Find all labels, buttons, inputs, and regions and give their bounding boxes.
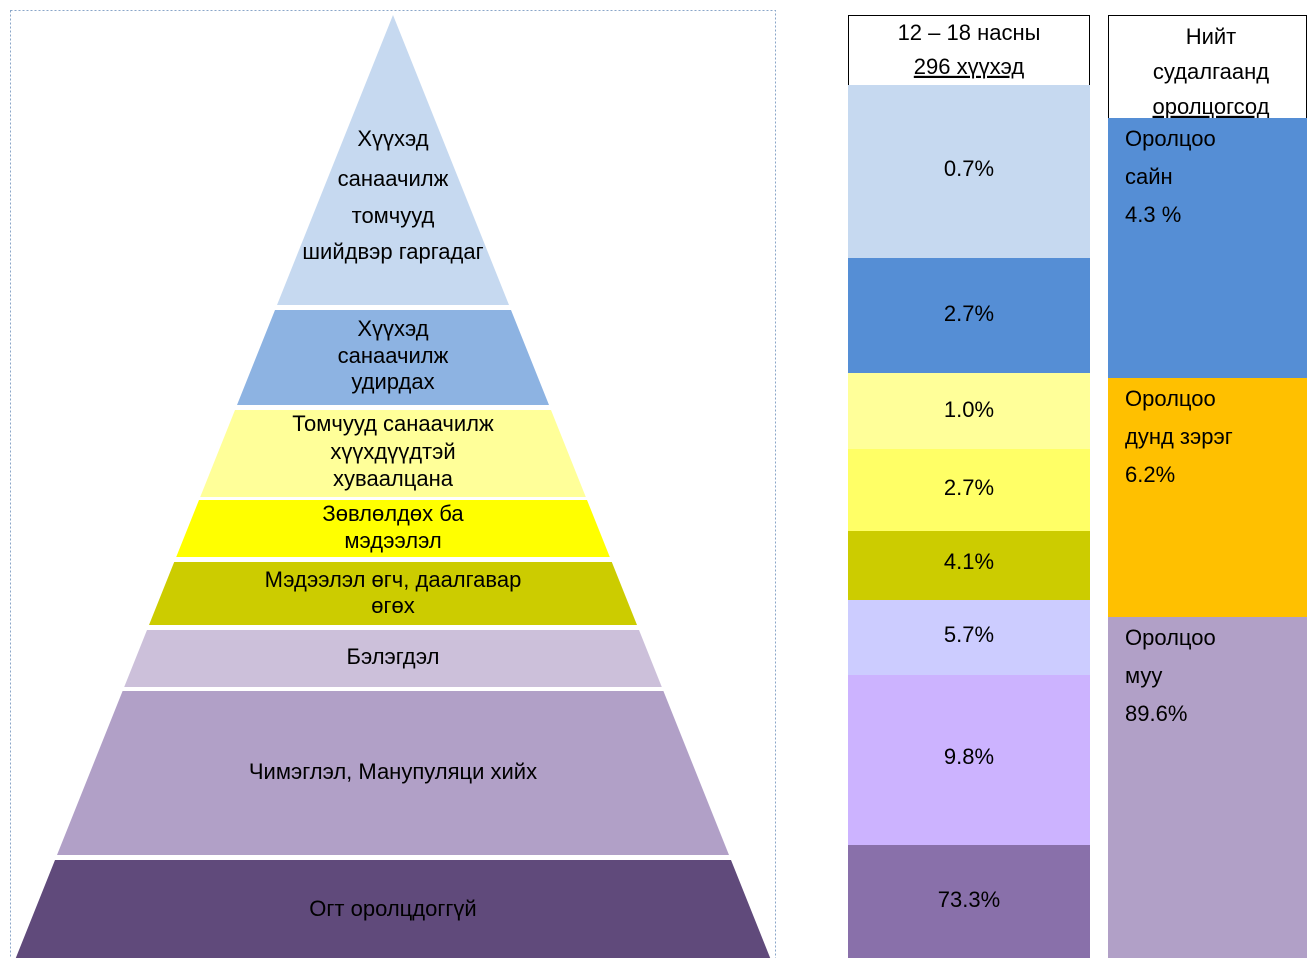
pyramid-level: [277, 15, 509, 305]
level-label: мэдээлэл: [344, 528, 441, 553]
cell-label: Оролцоо: [1125, 625, 1216, 650]
pyramid-level: [176, 500, 610, 557]
level-label: санаачилж: [338, 343, 449, 368]
cell-label: Оролцоо: [1125, 126, 1216, 151]
column-cell: [848, 531, 1090, 600]
header-text: 12 – 18 насны: [898, 20, 1041, 45]
pyramid-level: [57, 691, 729, 855]
column-cell: [1108, 378, 1307, 617]
cell-value: 0.7%: [944, 156, 994, 181]
cell-value: 5.7%: [944, 622, 994, 647]
column-cell: [848, 845, 1090, 958]
pyramid-level: [124, 630, 662, 687]
level-label: томчууд: [352, 203, 435, 228]
cell-label: дунд зэрэг: [1125, 424, 1233, 449]
level-label: Мэдээлэл өгч, даалгавар: [265, 567, 522, 592]
level-label: хуваалцана: [333, 466, 454, 491]
cell-value: 1.0%: [944, 397, 994, 422]
column-cell: [1108, 118, 1307, 378]
cell-value: 2.7%: [944, 301, 994, 326]
level-label: Чимэглэл, Манупуляци хийх: [249, 759, 537, 784]
column-cell: [1108, 617, 1307, 958]
column-cell: [848, 373, 1090, 449]
level-label: Зөвлөлдөх ба: [322, 501, 464, 526]
level-label: Бэлэгдэл: [347, 644, 440, 669]
cell-value: 9.8%: [944, 744, 994, 769]
cell-value: 73.3%: [938, 887, 1000, 912]
cell-label: сайн: [1125, 164, 1173, 189]
level-label: Томчууд санаачилж: [292, 411, 494, 436]
cell-value: 4.1%: [944, 549, 994, 574]
column-cell: [848, 449, 1090, 531]
level-label: санаачилж: [338, 166, 449, 191]
cell-label: муу: [1125, 663, 1162, 688]
column-cell: [848, 600, 1090, 675]
column-cell: [848, 85, 1090, 258]
header-text: Нийт: [1186, 24, 1237, 49]
level-label: удирдах: [351, 369, 434, 394]
column-cell: [848, 675, 1090, 845]
level-label: өгөх: [371, 593, 415, 618]
column-cell: [848, 258, 1090, 373]
pyramid-level: [149, 562, 637, 625]
pyramid-level: [15, 860, 771, 958]
header-text: оролцогсод: [1152, 94, 1269, 119]
cell-value: 2.7%: [944, 475, 994, 500]
cell-label: 6.2%: [1125, 462, 1175, 487]
level-label: Хүүхэд: [357, 126, 428, 151]
level-label: хүүхдүүдтэй: [330, 439, 455, 464]
cell-label: 4.3 %: [1125, 202, 1181, 227]
header-text: судалгаанд: [1153, 59, 1269, 84]
pyramid-frame: [10, 10, 776, 958]
level-label: шийдвэр гаргадаг: [302, 239, 483, 264]
pyramid-level: [237, 310, 549, 405]
header-text: 296 хүүхэд: [914, 54, 1025, 79]
column-header: [848, 15, 1090, 86]
level-label: Хүүхэд: [357, 316, 428, 341]
pyramid-level: [200, 410, 586, 497]
cell-label: 89.6%: [1125, 701, 1187, 726]
level-label: Огт оролцдоггүй: [309, 896, 476, 921]
cell-label: Оролцоо: [1125, 386, 1216, 411]
